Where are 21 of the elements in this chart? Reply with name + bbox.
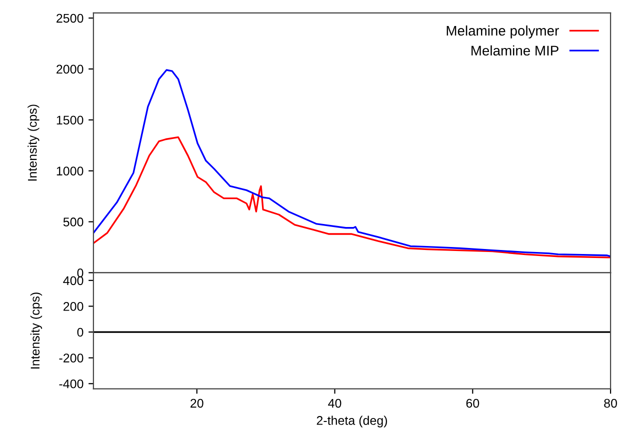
x-tick-label: 60	[466, 398, 480, 408]
y-tick-label: 1000	[56, 166, 84, 176]
line-series	[93, 69, 611, 258]
line-series	[93, 136, 611, 258]
y-axis-title: Intensity (cps)	[28, 104, 40, 181]
x-axis-title: 2-theta (deg)	[316, 416, 388, 428]
y-tick-label: 200	[64, 302, 84, 311]
legend-label: Melamine MIP	[472, 45, 558, 56]
x-tick-label: 80	[604, 398, 618, 408]
x-tick-label: 20	[190, 398, 204, 408]
y-tick-label: 400	[63, 276, 84, 286]
y-tick-label: -200	[59, 354, 84, 362]
y-tick-label: 2500	[56, 14, 84, 23]
y-tick-label: 0	[77, 328, 84, 337]
y-tick-label: -400	[59, 379, 84, 388]
x-tick-label: 40	[328, 398, 342, 408]
y-axis-title: Intensity (cps)	[30, 292, 42, 368]
legend-label: Melamine polymer	[446, 25, 559, 38]
y-tick-label: 1500	[56, 116, 84, 125]
y-tick-label: 500	[63, 218, 84, 226]
y-tick-label: 2000	[56, 64, 84, 74]
